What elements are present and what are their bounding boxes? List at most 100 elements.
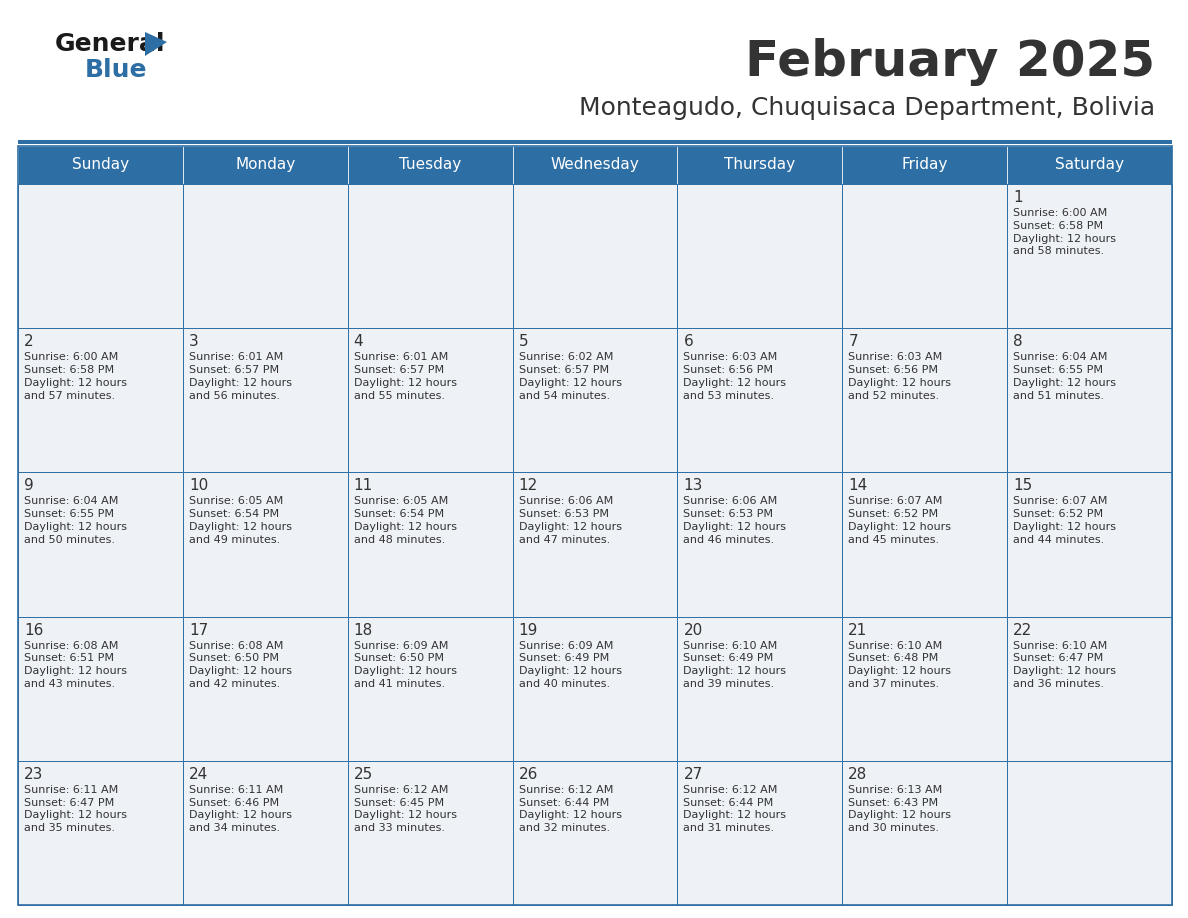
Text: Sunrise: 6:05 AM
Sunset: 6:54 PM
Daylight: 12 hours
and 48 minutes.: Sunrise: 6:05 AM Sunset: 6:54 PM Dayligh… xyxy=(354,497,456,544)
Bar xyxy=(183,473,348,617)
Bar xyxy=(18,146,183,184)
Text: 23: 23 xyxy=(24,767,44,782)
Text: Sunrise: 6:07 AM
Sunset: 6:52 PM
Daylight: 12 hours
and 44 minutes.: Sunrise: 6:07 AM Sunset: 6:52 PM Dayligh… xyxy=(1013,497,1117,544)
Text: Sunrise: 6:09 AM
Sunset: 6:49 PM
Daylight: 12 hours
and 40 minutes.: Sunrise: 6:09 AM Sunset: 6:49 PM Dayligh… xyxy=(519,641,621,689)
Bar xyxy=(842,184,1007,329)
Text: 28: 28 xyxy=(848,767,867,782)
Bar xyxy=(18,184,183,329)
Bar xyxy=(677,146,842,184)
Bar xyxy=(18,761,183,905)
Text: 4: 4 xyxy=(354,334,364,349)
Bar xyxy=(677,761,842,905)
Text: Tuesday: Tuesday xyxy=(399,158,461,173)
Bar xyxy=(1007,184,1173,329)
Text: Sunrise: 6:07 AM
Sunset: 6:52 PM
Daylight: 12 hours
and 45 minutes.: Sunrise: 6:07 AM Sunset: 6:52 PM Dayligh… xyxy=(848,497,952,544)
Text: Blue: Blue xyxy=(86,58,147,82)
Text: 19: 19 xyxy=(519,622,538,638)
Text: Sunrise: 6:04 AM
Sunset: 6:55 PM
Daylight: 12 hours
and 51 minutes.: Sunrise: 6:04 AM Sunset: 6:55 PM Dayligh… xyxy=(1013,353,1117,400)
Text: Sunrise: 6:06 AM
Sunset: 6:53 PM
Daylight: 12 hours
and 46 minutes.: Sunrise: 6:06 AM Sunset: 6:53 PM Dayligh… xyxy=(683,497,786,544)
Polygon shape xyxy=(145,32,168,56)
Bar xyxy=(677,184,842,329)
Bar xyxy=(1007,473,1173,617)
Bar xyxy=(512,473,677,617)
Bar xyxy=(348,473,512,617)
Bar xyxy=(677,329,842,473)
Bar xyxy=(1007,761,1173,905)
Text: Sunrise: 6:13 AM
Sunset: 6:43 PM
Daylight: 12 hours
and 30 minutes.: Sunrise: 6:13 AM Sunset: 6:43 PM Dayligh… xyxy=(848,785,952,834)
Bar xyxy=(348,146,512,184)
Bar xyxy=(1007,146,1173,184)
Text: 24: 24 xyxy=(189,767,208,782)
Bar xyxy=(18,473,183,617)
Text: General: General xyxy=(55,32,165,56)
Text: Monday: Monday xyxy=(235,158,296,173)
Bar xyxy=(512,761,677,905)
Bar xyxy=(512,617,677,761)
Text: 22: 22 xyxy=(1013,622,1032,638)
Text: 7: 7 xyxy=(848,334,858,349)
Text: 18: 18 xyxy=(354,622,373,638)
Text: Monteagudo, Chuquisaca Department, Bolivia: Monteagudo, Chuquisaca Department, Boliv… xyxy=(579,96,1155,120)
Bar xyxy=(1007,329,1173,473)
Bar xyxy=(348,617,512,761)
Text: Wednesday: Wednesday xyxy=(550,158,639,173)
Bar xyxy=(18,329,183,473)
Text: Sunrise: 6:09 AM
Sunset: 6:50 PM
Daylight: 12 hours
and 41 minutes.: Sunrise: 6:09 AM Sunset: 6:50 PM Dayligh… xyxy=(354,641,456,689)
Bar xyxy=(18,146,1173,905)
Bar xyxy=(677,473,842,617)
Bar xyxy=(512,146,677,184)
Text: 25: 25 xyxy=(354,767,373,782)
Bar xyxy=(512,184,677,329)
Text: 12: 12 xyxy=(519,478,538,493)
Bar xyxy=(842,329,1007,473)
Text: Sunrise: 6:10 AM
Sunset: 6:47 PM
Daylight: 12 hours
and 36 minutes.: Sunrise: 6:10 AM Sunset: 6:47 PM Dayligh… xyxy=(1013,641,1117,689)
Text: Sunrise: 6:08 AM
Sunset: 6:50 PM
Daylight: 12 hours
and 42 minutes.: Sunrise: 6:08 AM Sunset: 6:50 PM Dayligh… xyxy=(189,641,292,689)
Bar xyxy=(842,146,1007,184)
Text: 11: 11 xyxy=(354,478,373,493)
Text: 16: 16 xyxy=(24,622,44,638)
Text: Sunrise: 6:01 AM
Sunset: 6:57 PM
Daylight: 12 hours
and 55 minutes.: Sunrise: 6:01 AM Sunset: 6:57 PM Dayligh… xyxy=(354,353,456,400)
Text: 1: 1 xyxy=(1013,190,1023,205)
Text: Sunrise: 6:11 AM
Sunset: 6:46 PM
Daylight: 12 hours
and 34 minutes.: Sunrise: 6:11 AM Sunset: 6:46 PM Dayligh… xyxy=(189,785,292,834)
Text: February 2025: February 2025 xyxy=(745,38,1155,86)
Text: Sunrise: 6:10 AM
Sunset: 6:48 PM
Daylight: 12 hours
and 37 minutes.: Sunrise: 6:10 AM Sunset: 6:48 PM Dayligh… xyxy=(848,641,952,689)
Text: Sunrise: 6:04 AM
Sunset: 6:55 PM
Daylight: 12 hours
and 50 minutes.: Sunrise: 6:04 AM Sunset: 6:55 PM Dayligh… xyxy=(24,497,127,544)
Text: 10: 10 xyxy=(189,478,208,493)
Bar xyxy=(18,140,1173,144)
Text: 2: 2 xyxy=(24,334,33,349)
Bar xyxy=(183,617,348,761)
Text: Sunrise: 6:03 AM
Sunset: 6:56 PM
Daylight: 12 hours
and 52 minutes.: Sunrise: 6:03 AM Sunset: 6:56 PM Dayligh… xyxy=(848,353,952,400)
Bar xyxy=(183,146,348,184)
Text: Sunrise: 6:06 AM
Sunset: 6:53 PM
Daylight: 12 hours
and 47 minutes.: Sunrise: 6:06 AM Sunset: 6:53 PM Dayligh… xyxy=(519,497,621,544)
Text: Sunrise: 6:00 AM
Sunset: 6:58 PM
Daylight: 12 hours
and 57 minutes.: Sunrise: 6:00 AM Sunset: 6:58 PM Dayligh… xyxy=(24,353,127,400)
Text: Sunrise: 6:05 AM
Sunset: 6:54 PM
Daylight: 12 hours
and 49 minutes.: Sunrise: 6:05 AM Sunset: 6:54 PM Dayligh… xyxy=(189,497,292,544)
Text: Sunrise: 6:10 AM
Sunset: 6:49 PM
Daylight: 12 hours
and 39 minutes.: Sunrise: 6:10 AM Sunset: 6:49 PM Dayligh… xyxy=(683,641,786,689)
Bar xyxy=(348,761,512,905)
Bar xyxy=(677,617,842,761)
Text: 14: 14 xyxy=(848,478,867,493)
Text: 9: 9 xyxy=(24,478,33,493)
Bar xyxy=(18,617,183,761)
Text: 8: 8 xyxy=(1013,334,1023,349)
Bar xyxy=(842,761,1007,905)
Text: 6: 6 xyxy=(683,334,693,349)
Text: Sunrise: 6:08 AM
Sunset: 6:51 PM
Daylight: 12 hours
and 43 minutes.: Sunrise: 6:08 AM Sunset: 6:51 PM Dayligh… xyxy=(24,641,127,689)
Bar xyxy=(842,617,1007,761)
Text: Sunrise: 6:12 AM
Sunset: 6:44 PM
Daylight: 12 hours
and 31 minutes.: Sunrise: 6:12 AM Sunset: 6:44 PM Dayligh… xyxy=(683,785,786,834)
Text: 26: 26 xyxy=(519,767,538,782)
Text: 27: 27 xyxy=(683,767,702,782)
Bar xyxy=(348,329,512,473)
Text: 21: 21 xyxy=(848,622,867,638)
Text: Friday: Friday xyxy=(902,158,948,173)
Bar xyxy=(183,329,348,473)
Bar xyxy=(1007,617,1173,761)
Bar xyxy=(348,184,512,329)
Text: Sunrise: 6:12 AM
Sunset: 6:45 PM
Daylight: 12 hours
and 33 minutes.: Sunrise: 6:12 AM Sunset: 6:45 PM Dayligh… xyxy=(354,785,456,834)
Text: Thursday: Thursday xyxy=(725,158,796,173)
Text: 20: 20 xyxy=(683,622,702,638)
Text: 17: 17 xyxy=(189,622,208,638)
Text: Sunrise: 6:01 AM
Sunset: 6:57 PM
Daylight: 12 hours
and 56 minutes.: Sunrise: 6:01 AM Sunset: 6:57 PM Dayligh… xyxy=(189,353,292,400)
Text: 13: 13 xyxy=(683,478,703,493)
Text: Sunrise: 6:11 AM
Sunset: 6:47 PM
Daylight: 12 hours
and 35 minutes.: Sunrise: 6:11 AM Sunset: 6:47 PM Dayligh… xyxy=(24,785,127,834)
Text: Sunrise: 6:12 AM
Sunset: 6:44 PM
Daylight: 12 hours
and 32 minutes.: Sunrise: 6:12 AM Sunset: 6:44 PM Dayligh… xyxy=(519,785,621,834)
